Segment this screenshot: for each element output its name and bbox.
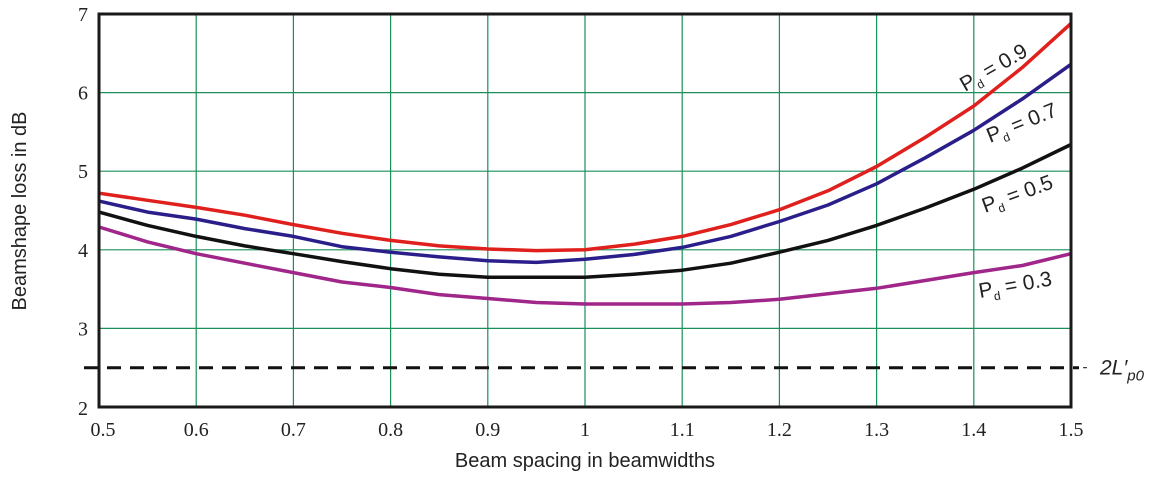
y-tick-label: 2 — [78, 398, 88, 420]
x-tick-label: 1.1 — [670, 419, 695, 441]
series-line-07 — [98, 62, 1073, 265]
x-tick-label: 1.2 — [767, 419, 792, 441]
reference-label-sub: p0 — [1126, 368, 1144, 385]
series-label-sub: d — [1001, 130, 1012, 145]
x-tick-label: 1.3 — [864, 419, 889, 441]
x-tick-labels: 0.5 0.6 0.7 0.8 0.9 1 1.1 1.2 1.3 1.4 1.5 — [91, 419, 1084, 441]
series-label-value: = 0.5 — [998, 171, 1056, 211]
x-tick-label: 1 — [580, 419, 590, 441]
y-tick-label: 7 — [78, 4, 88, 26]
x-tick-label: 0.6 — [184, 419, 209, 441]
y-tick-label: 4 — [78, 240, 88, 262]
y-tick-label: 6 — [78, 83, 88, 105]
series-label: Pd = 0.7 — [983, 99, 1061, 151]
x-axis-label: Beam spacing in beamwidths — [455, 450, 715, 472]
x-tick-label: 0.9 — [475, 419, 500, 441]
series-label-sub: d — [993, 288, 1002, 303]
x-tick-label: 0.5 — [91, 419, 116, 441]
x-tick-label: 1.4 — [961, 419, 986, 441]
series-label-value: = 0.9 — [974, 39, 1032, 85]
series-lines — [98, 22, 1073, 306]
y-tick-label: 3 — [78, 318, 88, 340]
series-label-value: = 0.3 — [997, 267, 1053, 299]
y-tick-label: 5 — [78, 161, 88, 183]
series-label: Pd = 0.3 — [977, 267, 1054, 305]
series-line-03 — [98, 225, 1072, 306]
reference-label-main: 2L′ — [1099, 357, 1128, 380]
series-line-09 — [98, 22, 1073, 253]
grid-lines — [98, 13, 1072, 408]
y-tick-labels: 2 3 4 5 6 7 — [78, 4, 88, 420]
series-label-sub: d — [996, 200, 1007, 215]
x-tick-label: 0.7 — [281, 419, 306, 441]
plot-frame — [97, 12, 1073, 409]
series-label: Pd = 0.5 — [979, 171, 1057, 221]
y-axis-label: Beamshape loss in dB — [9, 111, 31, 310]
x-tick-label: 0.8 — [378, 419, 403, 441]
reference-label-text: 2L′p0 — [1099, 357, 1145, 385]
reference-line-label: 2L′p0 — [1099, 357, 1145, 385]
series-label-main: P — [977, 278, 995, 303]
series-line-05 — [98, 142, 1072, 280]
x-tick-label: 1.5 — [1059, 419, 1084, 441]
